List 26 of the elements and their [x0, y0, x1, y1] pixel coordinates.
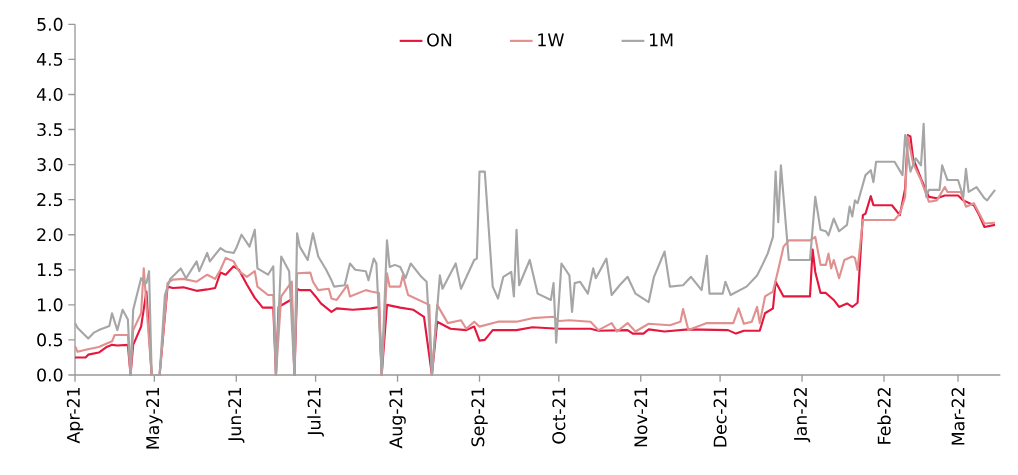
- x-tick-label: Jun-21: [228, 387, 245, 443]
- x-tick-label: Dec-21: [713, 387, 727, 447]
- y-tick-label: 4.0: [36, 87, 63, 102]
- x-tick-label: May-21: [146, 387, 163, 449]
- x-tick-label: Apr-21: [66, 387, 84, 444]
- x-tick-label: Jan-22: [793, 388, 811, 443]
- x-tick-label: Feb-22: [877, 388, 891, 444]
- y-tick-label: 2.5: [37, 193, 63, 207]
- y-tick-label: 4.5: [36, 52, 63, 66]
- y-tick-label: 3.0: [37, 158, 63, 172]
- y-tick-label: 2.0: [37, 228, 63, 242]
- legend-label: ON: [427, 33, 452, 47]
- x-tick-label: Jul-21: [307, 387, 324, 437]
- x-tick-label: Oct-21: [552, 387, 566, 444]
- y-tick-label: 0.5: [37, 333, 63, 347]
- x-tick-label: Sep-21: [471, 387, 488, 447]
- y-tick-label: 5.0: [37, 17, 63, 31]
- y-tick-label: 1.5: [37, 263, 63, 277]
- y-tick-label: 1.0: [37, 298, 63, 312]
- legend-label: 1M: [649, 33, 673, 47]
- x-tick-label: Mar-22: [951, 388, 965, 445]
- legend-label: 1W: [538, 33, 564, 47]
- x-tick-label: Nov-21: [634, 387, 648, 447]
- y-tick-label: 3.5: [37, 122, 63, 137]
- y-tick-label: 0.0: [37, 368, 63, 382]
- x-tick-label: Aug-21: [389, 387, 406, 449]
